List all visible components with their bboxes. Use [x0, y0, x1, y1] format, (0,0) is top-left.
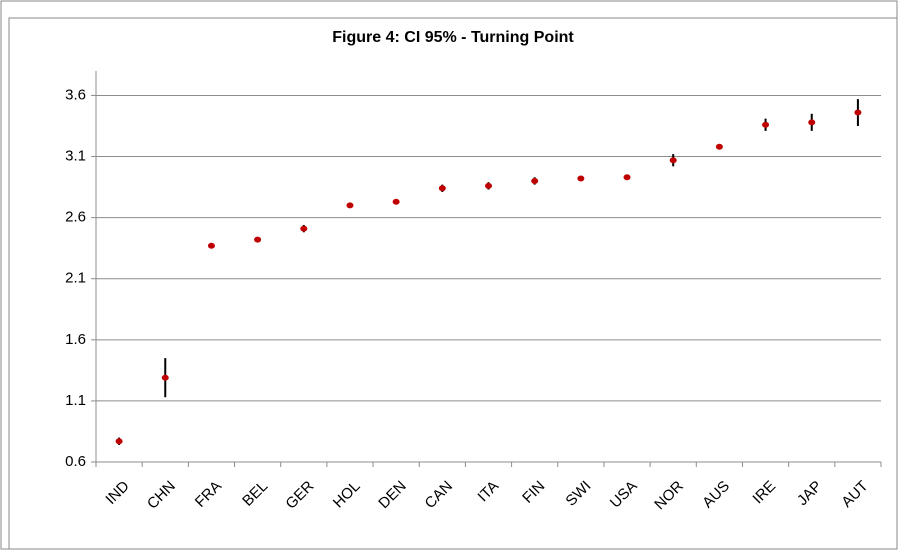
point	[300, 225, 308, 232]
point	[854, 109, 862, 116]
point	[762, 121, 770, 128]
point	[115, 438, 123, 445]
point	[808, 119, 816, 126]
point	[392, 198, 400, 205]
point	[531, 177, 539, 184]
point	[346, 202, 354, 209]
y-tick-label: 2.1	[65, 270, 86, 287]
point	[623, 174, 631, 181]
y-tick-label: 3.1	[65, 148, 86, 165]
chart-frame	[8, 17, 898, 550]
point	[254, 236, 262, 243]
y-tick-label: 3.6	[65, 86, 86, 103]
point	[669, 157, 677, 164]
y-tick-label: 1.6	[65, 331, 86, 348]
y-tick-label: 2.6	[65, 209, 86, 226]
point	[207, 242, 215, 249]
point	[577, 175, 585, 182]
y-tick-label: 1.1	[65, 392, 86, 409]
y-tick-label: 0.6	[65, 453, 86, 470]
point	[438, 185, 446, 192]
point	[715, 143, 723, 150]
point	[161, 374, 169, 381]
chart-title: Figure 4: CI 95% - Turning Point	[332, 29, 574, 46]
point	[485, 182, 492, 189]
